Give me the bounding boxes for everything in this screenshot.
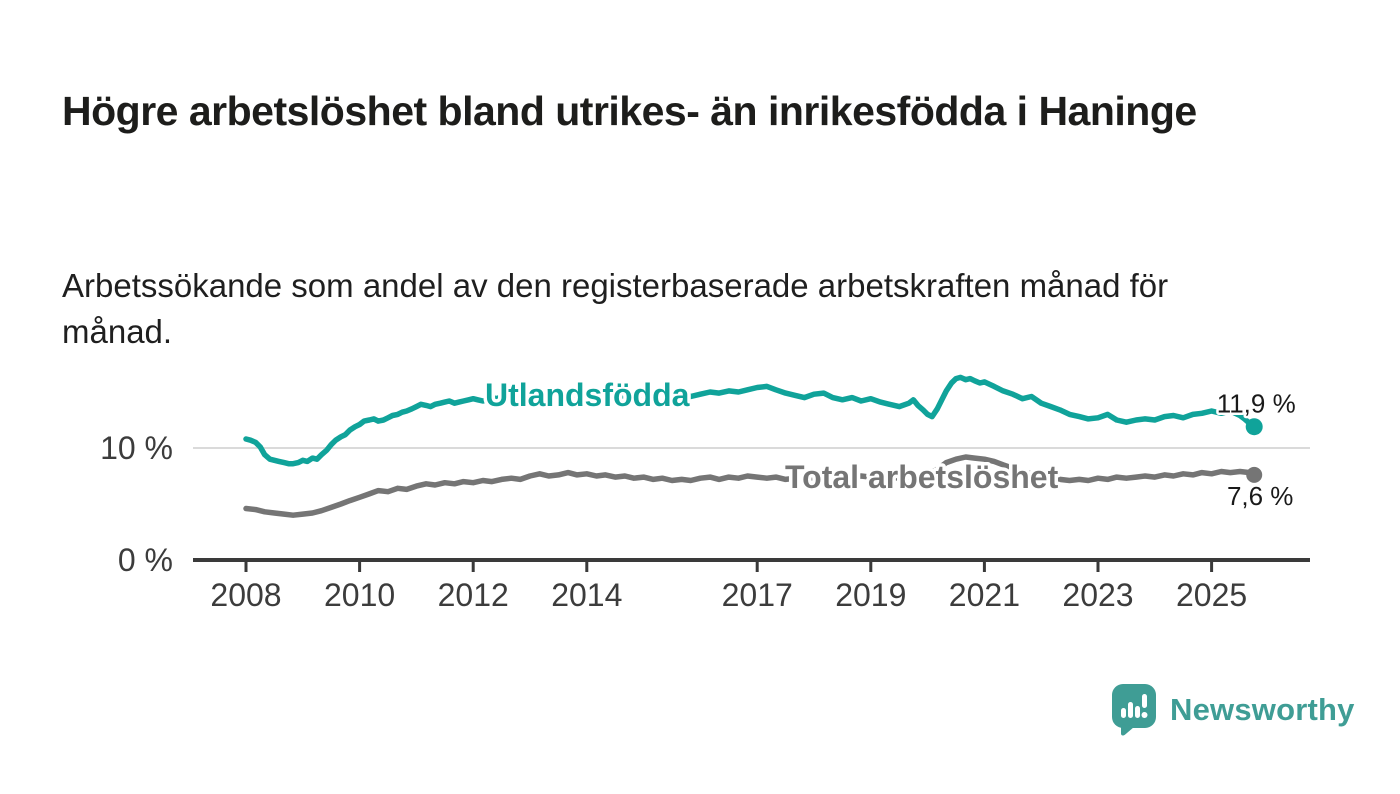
series-label-total: Total arbetslöshet	[785, 459, 1059, 495]
x-tick-label: 2012	[438, 577, 509, 613]
x-tick-label: 2021	[949, 577, 1020, 613]
x-tick-label: 2025	[1176, 577, 1247, 613]
y-tick-label: 0 %	[118, 542, 173, 578]
series-end-dot-total	[1246, 466, 1263, 483]
x-tick-label: 2023	[1062, 577, 1133, 613]
series-line-utlandsfodda	[243, 374, 1257, 467]
end-value-label-utlandsfodda: 11,9 %	[1217, 389, 1296, 419]
chart-subtitle: Arbetssökande som andel av den registerb…	[62, 267, 1169, 350]
y-axis-labels: 0 % 10 %	[100, 430, 173, 578]
end-value-label-total: 7,6 %	[1227, 481, 1294, 511]
x-tick-label: 2019	[835, 577, 906, 613]
x-tick-label: 2017	[722, 577, 793, 613]
x-tick-label: 2008	[210, 577, 281, 613]
x-tick-label: 2014	[551, 577, 622, 613]
series-end-dot-utlandsfodda	[1245, 418, 1263, 436]
newsworthy-brand: Newsworthy	[1112, 684, 1355, 736]
series-line-total	[243, 454, 1257, 518]
chart-title: Högre arbetslöshet bland utrikes- än inr…	[62, 88, 1197, 135]
y-tick-label: 10 %	[100, 430, 173, 466]
x-axis-ticks: 2008 2010 2012 2014 2017 2019 2021 2023 2025	[210, 560, 1247, 613]
x-tick-label: 2010	[324, 577, 395, 613]
newsworthy-logo-icon	[1112, 684, 1156, 736]
brand-name: Newsworthy	[1170, 692, 1355, 727]
series-label-utlandsfodda: Utlandsfödda	[485, 377, 690, 413]
